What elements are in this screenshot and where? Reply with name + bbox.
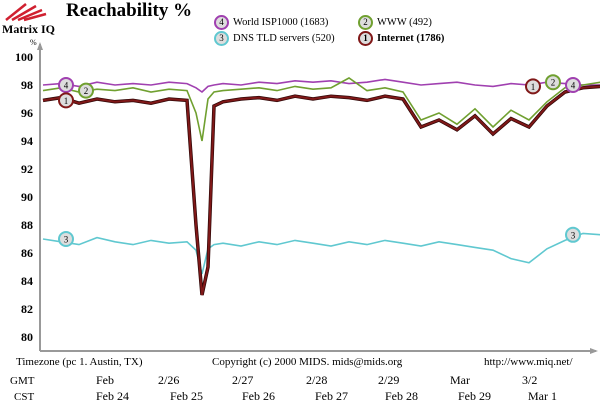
logo-text: Matrix IQ — [2, 22, 55, 36]
series-marker-label: 1 — [531, 82, 536, 92]
y-tick-label: 82 — [21, 302, 33, 316]
series-marker-icon — [58, 231, 74, 247]
series-line-outline — [42, 84, 600, 296]
x-tick-label: Feb 26 — [242, 389, 275, 403]
x-tick-label: Feb 24 — [96, 389, 129, 403]
y-tick-label: 88 — [21, 218, 33, 232]
series-marker-icon — [58, 77, 74, 93]
y-tick-label: 96 — [21, 106, 33, 120]
y-axis-arrow-icon — [37, 42, 43, 50]
y-tick-label: 86 — [21, 246, 33, 260]
x-tick-label: Feb 29 — [458, 389, 491, 403]
x-tick-label: 2/28 — [306, 373, 327, 387]
series-marker-label: 3 — [571, 230, 576, 240]
y-tick-label: 94 — [21, 134, 33, 148]
y-axis-label: % — [30, 38, 37, 47]
y-tick-label: 92 — [21, 162, 33, 176]
legend-item-isp: 4 World ISP1000 (1683) — [214, 15, 328, 30]
x-tick-label: 2/26 — [158, 373, 179, 387]
legend-marker: 1 — [358, 31, 373, 46]
matrix-iq-logo-icon — [5, 3, 47, 22]
legend-label: Internet (1786) — [377, 32, 445, 44]
legend-label: World ISP1000 (1683) — [233, 16, 329, 28]
page-title: Reachability % — [66, 0, 193, 21]
series-marker-icon — [78, 82, 94, 99]
series-marker-label: 1 — [64, 96, 69, 106]
series-marker-label: 4 — [64, 81, 69, 91]
series-line — [42, 232, 600, 275]
legend-item-www: 2 WWW (492) — [358, 15, 432, 30]
y-tick-label: 80 — [21, 330, 33, 344]
y-tick-label: 100 — [15, 50, 33, 64]
legend-marker: 3 — [214, 31, 229, 46]
x-tick-label: 2/29 — [378, 373, 399, 387]
x-tick-label: Feb 27 — [315, 389, 348, 403]
x-tick-label: Mar 1 — [528, 389, 557, 403]
series-marker-icon — [565, 77, 581, 93]
y-tick-label: 98 — [21, 78, 33, 92]
legend-label: DNS TLD servers (520) — [233, 32, 335, 44]
series-marker-icon — [565, 226, 581, 243]
x-row-label: GMT — [10, 375, 35, 387]
legend-marker: 4 — [214, 15, 229, 30]
legend-item-internet: 1 Internet (1786) — [358, 31, 444, 46]
series-marker-label: 2 — [551, 78, 556, 88]
x-row-label: CST — [14, 391, 34, 403]
copyright: Copyright (c) 2000 MIDS. mids@mids.org — [212, 356, 403, 368]
series-line — [42, 78, 600, 94]
series-line — [42, 77, 600, 142]
series-marker-icon — [545, 74, 561, 91]
y-tick-label: 84 — [21, 274, 33, 288]
series-marker-icon — [525, 78, 541, 95]
legend-label: WWW (492) — [377, 16, 432, 28]
legend-marker: 2 — [358, 15, 373, 30]
series-marker-label: 2 — [84, 86, 89, 96]
x-tick-label: Feb 25 — [170, 389, 203, 403]
series-marker-icon — [58, 92, 74, 109]
series-line — [42, 85, 600, 296]
x-tick-label: Mar — [450, 373, 470, 387]
x-tick-label: Feb 28 — [385, 389, 418, 403]
x-tick-label: Feb — [96, 373, 114, 387]
site-url: http://www.miq.net/ — [484, 356, 573, 368]
legend-item-dns: 3 DNS TLD servers (520) — [214, 31, 335, 46]
series-marker-label: 4 — [571, 81, 576, 91]
x-tick-label: 2/27 — [232, 373, 253, 387]
x-axis-arrow-icon — [590, 348, 598, 354]
series-marker-label: 3 — [64, 235, 69, 245]
y-tick-label: 90 — [21, 190, 33, 204]
x-tick-label: 3/2 — [522, 373, 537, 387]
timezone-note: Timezone (pc 1. Austin, TX) — [16, 356, 143, 368]
